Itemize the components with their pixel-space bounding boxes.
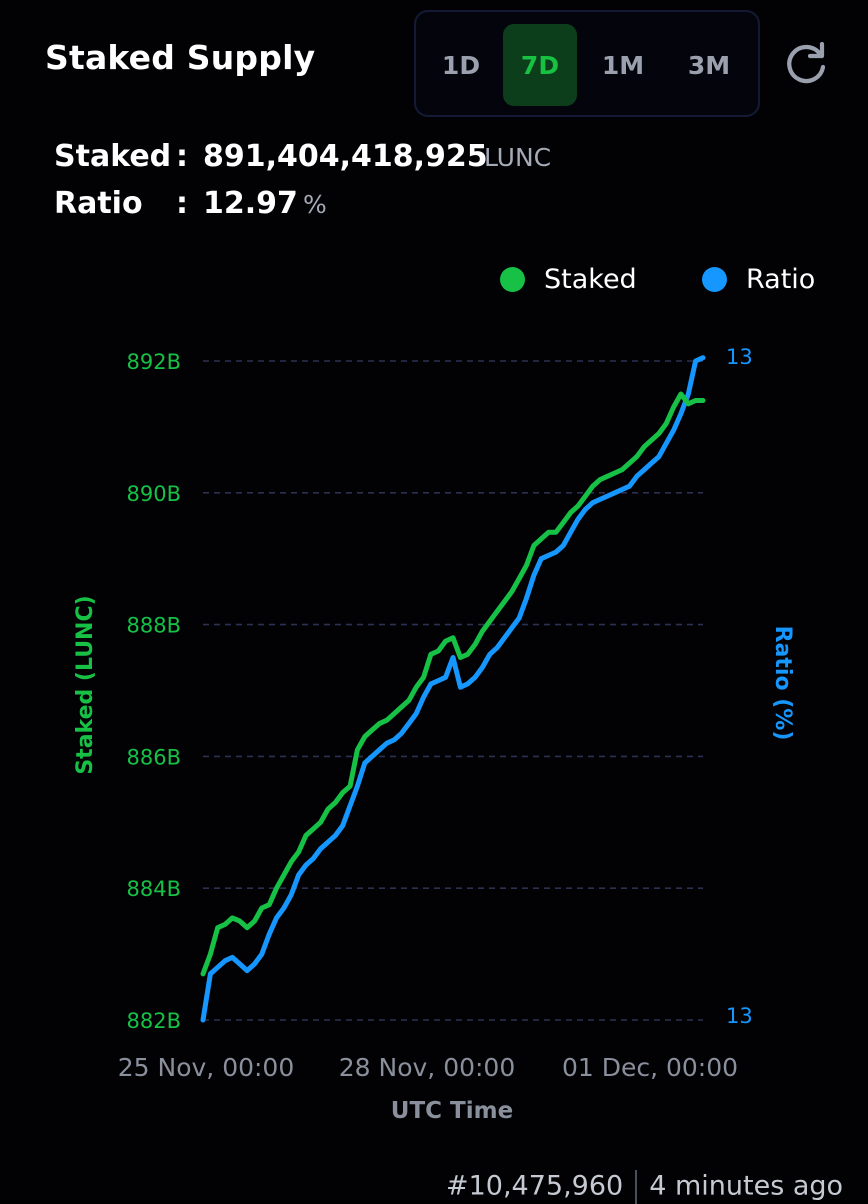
y-right-tick-label: 13 (726, 1004, 753, 1028)
staked-stat-label: Staked (54, 139, 172, 174)
series-lines (200, 355, 706, 1023)
y-left-tick-label: 882B (127, 1009, 182, 1033)
block-height: #10,475,960 (446, 1170, 624, 1202)
staked-stat-unit: LUNC (484, 143, 552, 172)
footer-divider (635, 1170, 638, 1204)
y-left-ticks: 882B 884B 886B 888B 890B 892B (127, 350, 182, 1033)
x-tick-label: 28 Nov, 00:00 (339, 1053, 516, 1082)
legend-item-ratio[interactable]: Ratio (702, 262, 815, 296)
y-left-tick-label: 884B (127, 877, 182, 901)
legend-ratio-dot-icon (702, 266, 727, 292)
staked-stat-row: Staked : 891,404,418,925 LUNC (54, 139, 551, 174)
range-3m-button[interactable]: 3M (687, 50, 731, 80)
last-updated: 4 minutes ago (649, 1170, 844, 1202)
range-1d-button[interactable]: 1D (441, 50, 481, 80)
ratio-stat-label: Ratio (54, 186, 143, 221)
range-1m-button[interactable]: 1M (601, 50, 645, 80)
x-tick-label: 25 Nov, 00:00 (118, 1053, 295, 1082)
x-axis-label: UTC Time (391, 1098, 513, 1124)
page-title: Staked Supply (45, 38, 316, 77)
time-range-selector: 1D 7D 1M 3M (414, 10, 760, 117)
legend-staked-label: Staked (544, 263, 637, 295)
legend-ratio-label: Ratio (746, 263, 816, 295)
y-left-tick-label: 888B (127, 614, 182, 638)
y-left-tick-label: 892B (127, 350, 182, 374)
footer-status: #10,475,960 4 minutes ago (446, 1170, 843, 1204)
series-line-ratio (200, 355, 706, 1023)
y-left-tick-label: 890B (127, 482, 182, 506)
staked-stat-value: 891,404,418,925 (203, 139, 488, 174)
ratio-stat-value: 12.97 (203, 186, 298, 221)
legend-item-staked[interactable]: Staked (500, 262, 637, 296)
y-right-tick-label: 13 (726, 345, 753, 369)
y-right-axis-label: Ratio (%) (770, 626, 795, 741)
ratio-stat-unit: % (303, 190, 327, 219)
ratio-stat-colon: : (176, 186, 188, 221)
x-tick-label: 01 Dec, 00:00 (562, 1053, 738, 1082)
legend-staked-dot-icon (500, 266, 525, 292)
y-left-tick-label: 886B (127, 745, 182, 769)
staked-ratio-chart: 882B 884B 886B 888B 890B 892B 13 13 25 Nov, 00… (73, 345, 795, 1124)
ratio-stat-row: Ratio : 12.97 % (54, 186, 327, 221)
y-right-ticks: 13 13 (726, 345, 753, 1028)
range-7d-button[interactable]: 7D (503, 24, 577, 106)
staked-stat-colon: : (176, 139, 188, 174)
y-left-axis-label: Staked (LUNC) (73, 595, 98, 774)
refresh-icon[interactable] (782, 40, 830, 88)
grid-lines (203, 360, 703, 1021)
x-ticks: 25 Nov, 00:00 28 Nov, 00:00 01 Dec, 00:00 (118, 1053, 738, 1082)
series-line-staked (200, 391, 706, 977)
